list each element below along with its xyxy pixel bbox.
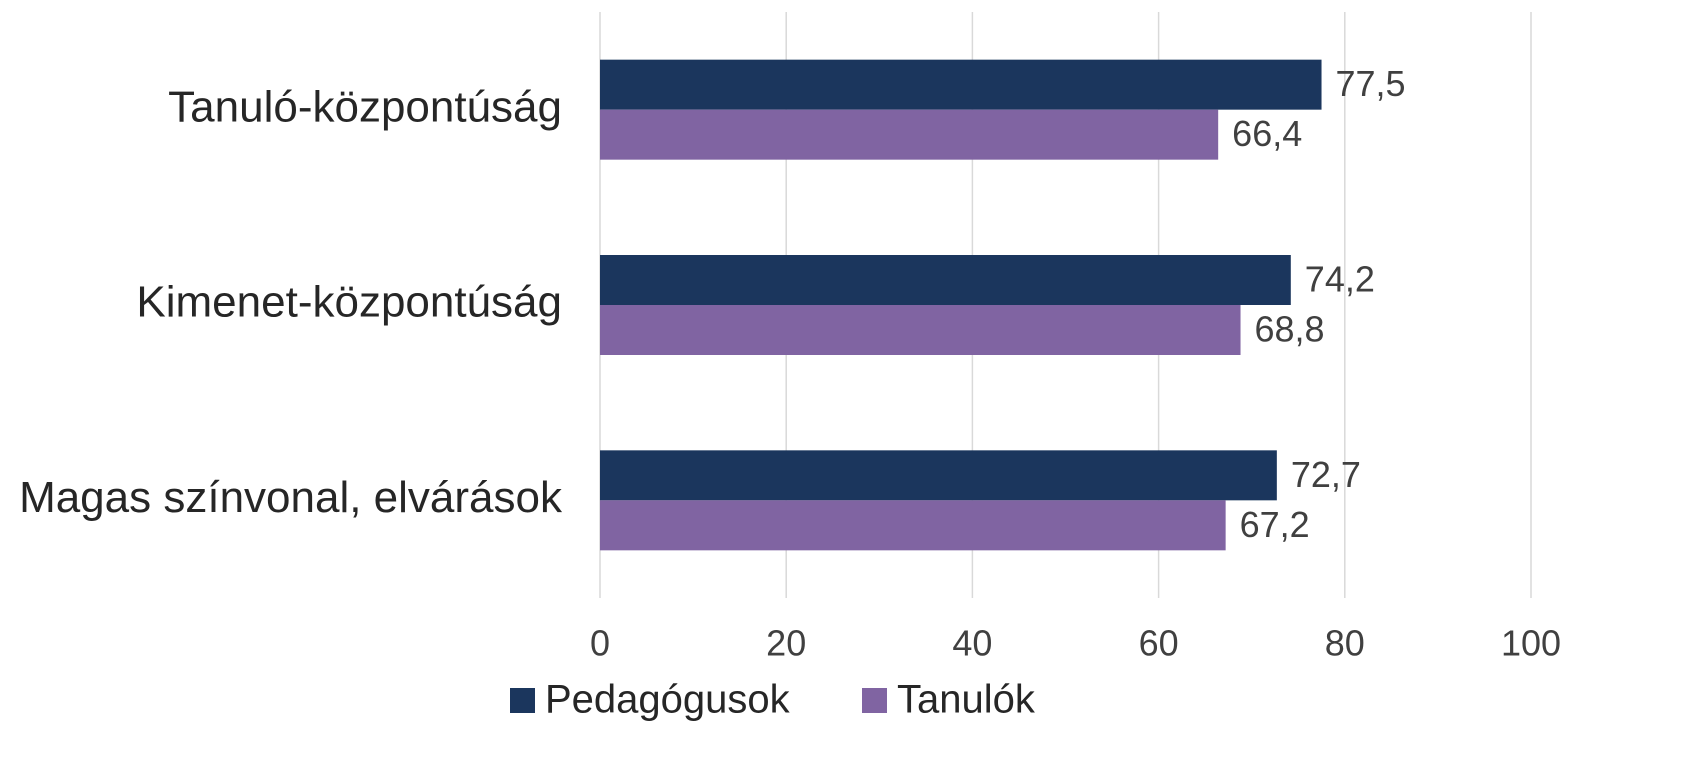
- x-tick-label: 80: [1325, 623, 1365, 664]
- y-tick-label: Tanuló-központúság: [168, 82, 562, 131]
- bar: [600, 450, 1277, 501]
- legend-label: Pedagógusok: [545, 678, 791, 722]
- y-tick-label: Kimenet-központúság: [136, 278, 562, 327]
- x-tick-label: 40: [952, 623, 992, 664]
- x-tick-label: 0: [590, 623, 610, 664]
- bar: [600, 109, 1219, 160]
- data-label: 66,4: [1232, 113, 1302, 154]
- bar: [600, 255, 1291, 305]
- bar: [600, 59, 1322, 110]
- x-tick-label: 100: [1501, 623, 1561, 664]
- data-label: 67,2: [1240, 504, 1310, 545]
- data-label: 77,5: [1336, 63, 1406, 104]
- x-tick-label: 20: [766, 623, 806, 664]
- x-tick-label: 60: [1139, 623, 1179, 664]
- data-label: 74,2: [1305, 259, 1375, 300]
- legend-swatch: [510, 688, 535, 713]
- data-label: 68,8: [1255, 309, 1325, 350]
- legend-label: Tanulók: [897, 678, 1036, 722]
- bar: [600, 500, 1226, 551]
- data-label: 72,7: [1291, 454, 1361, 495]
- bar: [600, 305, 1241, 355]
- y-tick-label: Magas színvonal, elvárások: [19, 473, 563, 522]
- legend-swatch: [862, 688, 887, 713]
